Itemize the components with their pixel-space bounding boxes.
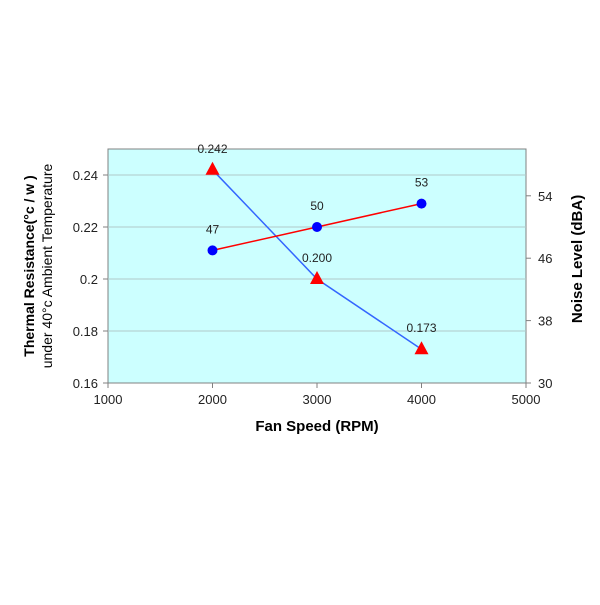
triangle-marker [414,341,429,355]
triangle-marker [205,161,220,175]
y2-tick-label: 46 [538,251,552,266]
y-tick-label: 0.22 [73,220,98,235]
y-axis-title-line2: under 40°c Ambient Temperature [39,164,55,369]
x-tick-label: 5000 [512,392,541,407]
data-label: 53 [415,176,429,190]
triangle-marker [310,271,324,284]
x-tick-label: 3000 [303,392,332,407]
y-tick-label: 0.16 [73,376,98,391]
data-label: 47 [206,222,220,236]
circle-marker [312,222,322,232]
data-label: 0.242 [197,142,227,156]
y-tick-label: 0.2 [80,272,98,287]
y2-tick-label: 38 [538,314,552,329]
x-axis-title: Fan Speed (RPM) [255,418,378,435]
data-label: 50 [310,199,324,213]
circle-marker [416,198,427,209]
y-tick-label: 0.24 [73,168,98,183]
x-tick-label: 2000 [198,392,227,407]
data-label: 0.200 [302,251,332,265]
y-tick-label: 0.18 [73,324,98,339]
plot-area [107,148,527,384]
y2-tick-label: 54 [538,189,552,204]
x-tick-label: 4000 [407,392,436,407]
y2-axis-title: Noise Level (dBA) [569,195,586,323]
y-axis-title-line1: Thermal Resistance(°c / w ) [21,175,37,356]
x-tick-label: 1000 [94,392,123,407]
y2-tick-label: 30 [538,376,552,391]
circle-marker [207,245,218,256]
data-label: 0.173 [406,321,436,335]
